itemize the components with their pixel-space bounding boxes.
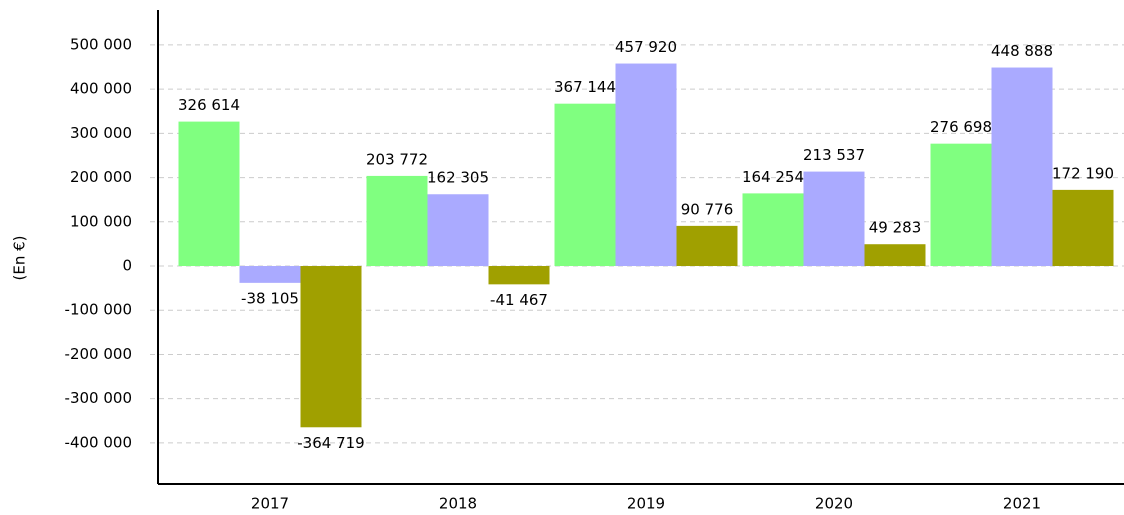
bar [239, 266, 301, 283]
y-tick-label: 0 [122, 257, 132, 275]
data-label: 367 144 [554, 78, 616, 96]
bar [676, 225, 738, 267]
x-tick-label: 2021 [1003, 495, 1041, 513]
y-tick-label: 500 000 [70, 35, 132, 53]
data-label: 326 614 [178, 96, 240, 114]
data-label: -38 105 [241, 289, 299, 307]
data-label: 457 920 [615, 38, 677, 56]
y-tick-label: -300 000 [65, 389, 132, 407]
bar [554, 103, 616, 267]
bar [991, 67, 1053, 267]
data-label: 276 698 [930, 118, 992, 136]
x-tick-label: 2019 [627, 495, 665, 513]
y-axis-label: (En €) [11, 236, 29, 281]
data-label: 49 283 [869, 219, 922, 237]
bar [178, 121, 240, 267]
y-tick-label: 100 000 [70, 212, 132, 230]
bar [803, 171, 865, 267]
data-label: 213 537 [803, 146, 865, 164]
y-tick-label: -400 000 [65, 433, 132, 451]
data-label: 90 776 [681, 200, 734, 218]
x-tick-label: 2017 [251, 495, 289, 513]
x-tick-label: 2020 [815, 495, 853, 513]
data-label: 203 772 [366, 150, 428, 168]
y-tick-label: -200 000 [65, 345, 132, 363]
bar [864, 244, 926, 267]
bar [427, 194, 489, 267]
data-label: -364 719 [297, 434, 364, 452]
data-label: -41 467 [490, 291, 548, 309]
x-tick-label: 2018 [439, 495, 477, 513]
data-label: 448 888 [991, 42, 1053, 60]
bar [1052, 189, 1114, 267]
data-label: 172 190 [1052, 164, 1114, 182]
y-tick-label: 200 000 [70, 168, 132, 186]
data-label: 164 254 [742, 168, 804, 186]
bar [366, 175, 428, 267]
y-tick-label: 300 000 [70, 124, 132, 142]
bar [300, 266, 362, 428]
data-label: 162 305 [427, 169, 489, 187]
y-tick-label: 400 000 [70, 80, 132, 98]
y-tick-label: -100 000 [65, 301, 132, 319]
bar [742, 193, 804, 267]
bar [615, 63, 677, 267]
bar [930, 143, 992, 267]
bar [488, 266, 550, 285]
